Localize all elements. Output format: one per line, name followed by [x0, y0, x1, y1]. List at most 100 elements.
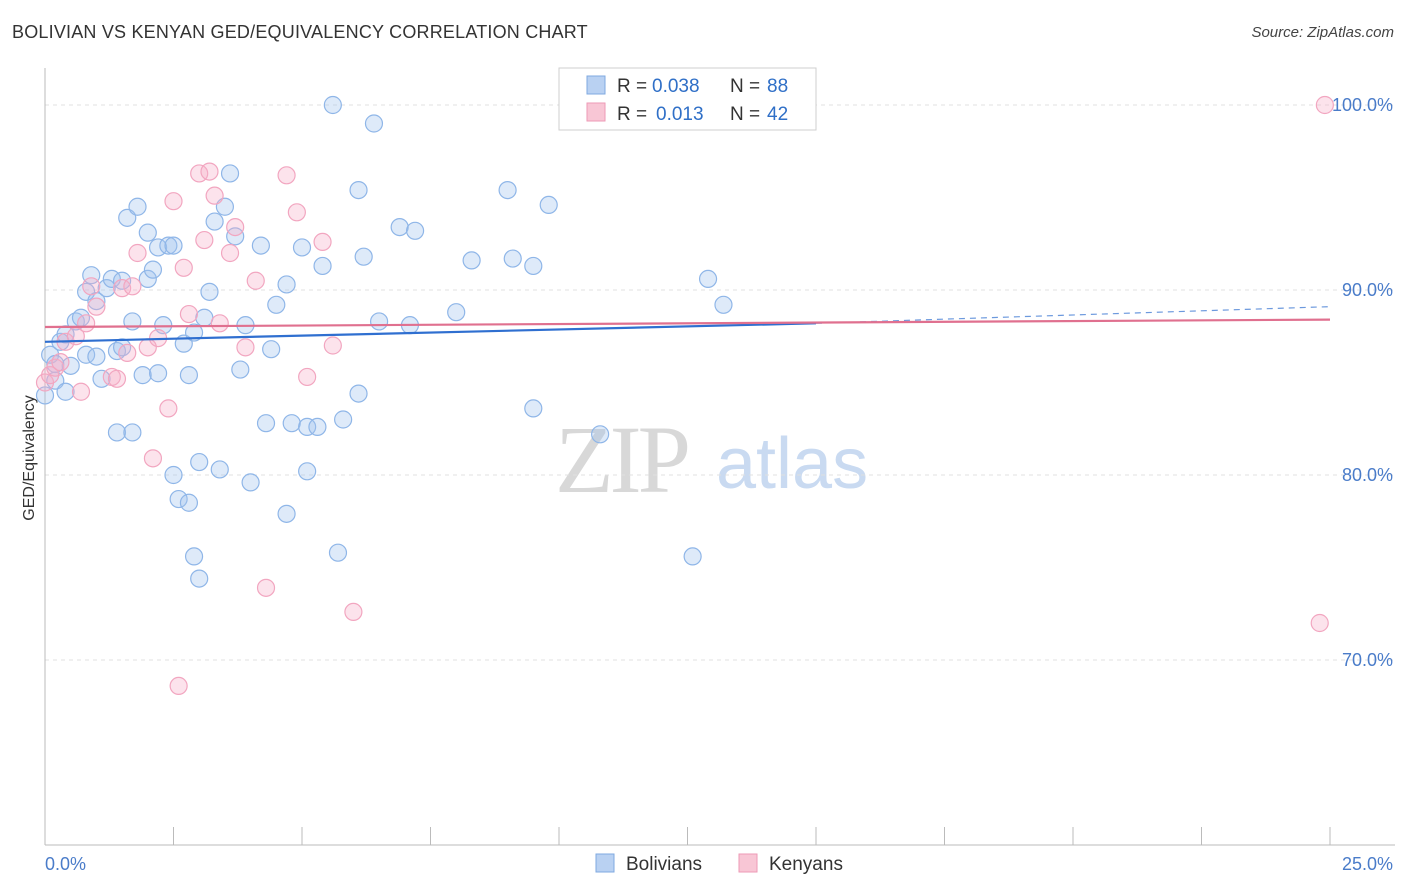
point-kenyan [77, 314, 96, 333]
point-kenyan [200, 162, 219, 181]
legend-r-value-2: 0.013 [656, 104, 704, 125]
point-bolivian [354, 247, 373, 266]
point-bolivian [277, 275, 296, 294]
bottom-legend-bolivians: Bolivians [626, 854, 702, 875]
point-kenyan [256, 578, 276, 597]
point-kenyan [51, 353, 70, 372]
point-bolivian [226, 227, 245, 246]
point-kenyan [1315, 95, 1334, 115]
point-bolivian [128, 197, 147, 216]
point-bolivian [220, 164, 240, 183]
point-bolivian [241, 473, 260, 492]
point-bolivian [370, 312, 389, 331]
point-bolivian [308, 417, 327, 436]
legend-n-value-1: 88 [767, 76, 788, 97]
point-bolivian [138, 223, 157, 242]
trend-lines [44, 306, 1331, 343]
point-kenyan [195, 230, 214, 250]
point-bolivian [298, 417, 317, 436]
trend-line-bolivians [44, 322, 817, 343]
point-bolivian [97, 279, 116, 298]
point-kenyan [226, 218, 245, 237]
point-kenyan [179, 304, 199, 324]
point-kenyan [128, 243, 147, 263]
point-kenyan [118, 343, 137, 362]
axes [44, 68, 1395, 846]
point-bolivian [35, 386, 55, 405]
point-kenyan [174, 258, 193, 277]
bottom-legend-swatch-kenyans [738, 853, 758, 873]
point-bolivian [364, 114, 384, 133]
point-bolivian [159, 236, 178, 255]
point-bolivian [210, 460, 229, 479]
point-bolivian [256, 414, 276, 433]
legend-r-label-2: R = [617, 104, 647, 125]
point-bolivian [164, 465, 183, 485]
point-bolivian [138, 269, 157, 288]
watermark-zip: ZIP [555, 406, 688, 513]
point-bolivian [190, 452, 209, 472]
point-bolivian [277, 504, 296, 523]
point-bolivian [524, 256, 543, 276]
stats-legend: R = 0.038 N = 88 R = 0.013 N = 42 [558, 67, 817, 131]
point-kenyan [159, 399, 178, 418]
point-kenyan [169, 676, 188, 696]
point-bolivian [123, 423, 142, 442]
point-kenyan [164, 192, 183, 211]
point-kenyan [107, 369, 127, 388]
point-bolivian [323, 95, 342, 115]
trend-line-bolivians-extension [815, 306, 1331, 324]
point-bolivian [184, 323, 204, 342]
point-bolivian [298, 462, 317, 481]
point-bolivian [714, 295, 733, 314]
point-bolivian [169, 489, 188, 509]
point-kenyan [246, 271, 265, 290]
point-bolivian [349, 181, 368, 200]
x-tick-label-min: 0.0% [45, 854, 86, 874]
y-axis-label: GED/Equivalency [21, 395, 38, 520]
point-bolivian [390, 218, 409, 237]
point-bolivian [698, 269, 718, 288]
point-kenyan [1310, 613, 1329, 633]
point-bolivian [56, 382, 75, 401]
point-bolivian [498, 181, 517, 200]
point-bolivian [462, 251, 481, 270]
point-bolivian [200, 282, 219, 301]
point-kenyan [123, 277, 142, 296]
point-bolivian [539, 195, 558, 214]
tick-labels: 70.0% 80.0% 90.0% 100.0% 0.0% 25.0% [45, 95, 1393, 874]
point-bolivian [328, 543, 348, 562]
point-kenyan [210, 314, 229, 333]
point-bolivian [503, 249, 522, 268]
legend-n-label-2: N = [730, 104, 760, 125]
chart-title: BOLIVIAN VS KENYAN GED/EQUIVALENCY CORRE… [12, 22, 588, 42]
point-bolivian [148, 364, 168, 383]
point-kenyan [82, 277, 101, 296]
y-tick-label: 90.0% [1342, 280, 1393, 300]
source-label: Source: ZipAtlas.com [1251, 24, 1394, 41]
point-kenyan [323, 336, 342, 355]
point-kenyan [236, 338, 255, 357]
point-kenyan [87, 297, 106, 316]
point-bolivian [215, 197, 234, 216]
legend-n-label-1: N = [730, 76, 760, 97]
point-kenyan [344, 602, 363, 622]
point-bolivian [683, 547, 702, 566]
point-bolivian [334, 410, 353, 429]
point-bolivian [447, 303, 466, 322]
trend-line-kenyans [44, 318, 1331, 329]
y-tick-label: 100.0% [1332, 95, 1393, 115]
point-bolivian [262, 340, 281, 359]
point-bolivian [184, 547, 204, 566]
point-bolivian [251, 236, 270, 255]
point-kenyan [313, 232, 332, 251]
point-bolivian [143, 260, 163, 279]
data-points [35, 95, 1334, 696]
point-bolivian [405, 221, 425, 240]
point-bolivian [133, 366, 152, 385]
point-kenyan [287, 203, 306, 222]
point-bolivian [112, 271, 132, 290]
point-bolivian [591, 425, 610, 444]
point-bolivian [195, 308, 214, 327]
legend-r-value-1: 0.038 [652, 76, 700, 97]
